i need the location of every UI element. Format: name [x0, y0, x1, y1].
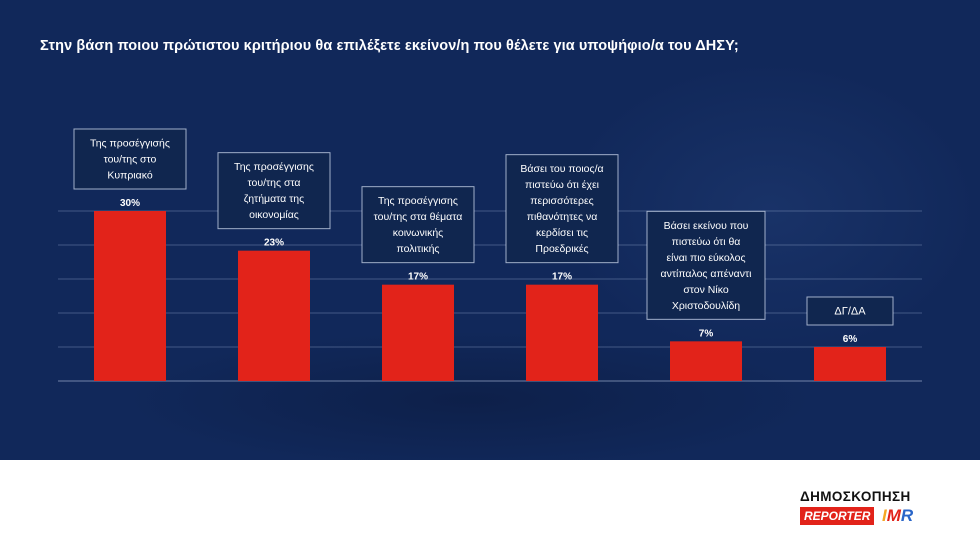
category-label: πολιτικής	[397, 243, 440, 255]
category-label: ζητήματα της	[244, 193, 304, 205]
chart-panel: Στην βάση ποιου πρώτιστου κριτήριου θα ε…	[0, 0, 980, 460]
logo-title: ΔΗΜΟΣΚΟΠΗΣΗ	[800, 489, 911, 504]
chart-title: Στην βάση ποιου πρώτιστου κριτήριου θα ε…	[40, 38, 739, 54]
value-label: 7%	[699, 328, 714, 339]
category-label: στον Νίκο	[683, 284, 729, 296]
background-glow	[560, 60, 980, 360]
bar	[814, 347, 886, 381]
category-label: του/της στα	[247, 177, 300, 189]
category-label: οικονομίας	[249, 209, 299, 221]
category-label: Χριστοδουλίδη	[672, 300, 740, 312]
dimoskopisi-logo: ΔΗΜΟΣΚΟΠΗΣΗ REPORTER IMR	[800, 489, 932, 529]
category-label: κερδίσει τις	[536, 227, 588, 239]
category-label-box	[646, 210, 766, 320]
category-label: πιστεύω ότι έχει	[525, 179, 600, 191]
category-label: Προεδρικές	[535, 243, 588, 255]
value-label: 6%	[843, 334, 858, 345]
bar	[670, 341, 742, 381]
footer	[0, 460, 980, 551]
category-label: του/της στο	[104, 154, 157, 166]
category-label-box	[806, 296, 894, 326]
category-label: Της προσέγγισης	[234, 161, 314, 173]
category-label-box	[217, 152, 331, 230]
logo-imr: IMR	[882, 506, 913, 525]
category-label: περισσότερες	[530, 195, 593, 207]
category-label: του/της στα θέματα	[374, 211, 463, 223]
value-label: 17%	[552, 272, 572, 283]
category-label: είναι πιο εύκολος	[666, 252, 745, 264]
value-label: 17%	[408, 272, 428, 283]
category-label: Βάσει του ποιος/α	[520, 163, 603, 175]
category-label: Βάσει εκείνου που	[664, 220, 749, 232]
logo-reporter: REPORTER	[800, 507, 875, 525]
bar	[94, 211, 166, 381]
value-label: 23%	[264, 238, 284, 249]
category-label: Κυπριακό	[107, 170, 152, 182]
category-label: Της προσέγγισης	[378, 195, 458, 207]
category-label: ΔΓ/ΔΑ	[834, 306, 866, 318]
category-label: πιστεύω ότι θα	[672, 236, 741, 248]
bar-chart: 30% Της προσέγγισής του/της στο Κυπριακό 23%…	[58, 128, 922, 382]
category-label: πιθανότητες να	[527, 211, 598, 223]
category-label: κοινωνικής	[393, 227, 443, 239]
logo-imr-r: R	[900, 506, 914, 525]
bar	[382, 284, 454, 381]
category-label-box	[361, 186, 475, 264]
logo-imr-m: M	[886, 506, 901, 525]
bar	[238, 250, 310, 381]
category-label: αντίπαλος απέναντι	[661, 268, 753, 280]
category-label-box	[505, 154, 619, 264]
category-label-box	[73, 128, 187, 190]
category-label: Της προσέγγισής	[90, 138, 170, 150]
logo-imr-i: I	[882, 506, 887, 525]
value-label: 30%	[120, 198, 140, 209]
bar	[526, 284, 598, 381]
